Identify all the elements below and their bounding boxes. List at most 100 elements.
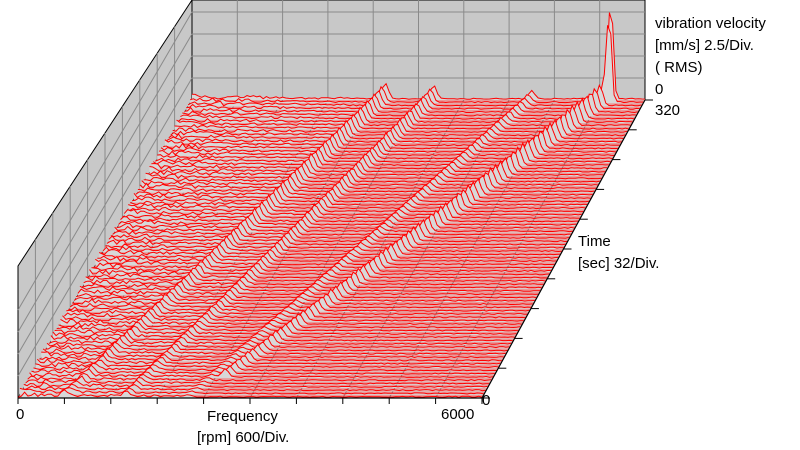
z-axis-label-line3: ( RMS) (655, 59, 703, 76)
spectrum-fill (77, 281, 539, 296)
spectrum-trace (41, 347, 504, 359)
spectrum-fill (23, 380, 488, 389)
spectrum-trace (25, 375, 490, 385)
spectrum-fill (39, 351, 502, 362)
z-axis-label-line1: vibration velocity (655, 15, 766, 32)
chart-frame (17, 99, 653, 404)
spectrum-fill (126, 196, 584, 213)
left-wall-hgrid (17, 55, 193, 355)
spectrum-trace (155, 141, 611, 163)
spectrum-traces (17, 12, 646, 398)
spectrum-trace (52, 326, 515, 339)
spectrum-trace (102, 237, 562, 253)
spectrum-trace (160, 134, 617, 153)
frequency-min-label: 0 (16, 406, 25, 423)
spectrum-trace (29, 367, 494, 378)
spectrum-trace (123, 198, 582, 216)
back-walls (17, 0, 646, 400)
spectrum-trace (147, 156, 604, 176)
spectrum-fill (130, 189, 588, 206)
spectrum-fill (141, 168, 598, 187)
spectrum-fill (128, 193, 586, 210)
spectrum-trace (54, 323, 517, 335)
spectrum-fill (170, 116, 626, 137)
spectrum-trace (157, 138, 613, 160)
spectrum-trace (46, 336, 510, 349)
spectrum-trace (141, 166, 598, 186)
spectrum-trace (33, 361, 497, 372)
spectrum-trace (151, 151, 607, 170)
spectrum-trace (39, 350, 502, 362)
spectrum-trace (79, 279, 541, 292)
spectrum-trace (158, 137, 615, 157)
spectrum-trace (91, 258, 551, 273)
spectrum-trace (93, 255, 553, 269)
spectrum-trace (152, 146, 609, 167)
spectrum-fill (172, 114, 627, 134)
spectrum-trace (164, 125, 620, 147)
spectrum-fill (180, 98, 635, 120)
spectrum-trace (137, 175, 595, 193)
spectrum-fill (135, 178, 593, 197)
spectrum-fill (54, 324, 517, 336)
spectrum-trace (118, 209, 577, 226)
spectrum-trace (116, 213, 575, 229)
spectrum-trace (133, 180, 591, 200)
spectrum-fill (21, 384, 486, 392)
spectrum-trace (71, 293, 533, 306)
spectrum-fill (163, 131, 618, 150)
spectrum-trace (108, 225, 568, 243)
spectrum-trace (23, 379, 488, 388)
spectrum-trace (75, 285, 537, 299)
spectrum-trace (110, 222, 570, 239)
spectrum-trace (48, 334, 512, 345)
spectrum-trace (143, 163, 600, 183)
spectrum-fill (81, 277, 542, 289)
z-axis-zero-label: 0 (655, 81, 664, 98)
spectrum-trace (97, 246, 557, 263)
time-axis-label-line2: [sec] 32/Div. (578, 255, 660, 272)
spectrum-fill (87, 264, 548, 279)
spectrum-trace (129, 188, 588, 206)
frequency-axis-label-line2: [rpm] 600/Div. (197, 429, 290, 446)
spectrum-trace (95, 250, 555, 266)
spectrum-trace (98, 242, 559, 259)
frequency-max-label: 6000 (441, 406, 475, 423)
spectrum-fill (48, 335, 512, 346)
spectrum-trace (56, 319, 519, 332)
spectrum-trace (114, 216, 573, 233)
spectrum-fill (85, 268, 546, 283)
spectrum-trace (36, 354, 501, 365)
spectrum-fill (151, 152, 607, 170)
spectrum-trace (31, 364, 495, 375)
spectrum-trace (69, 296, 531, 309)
spectrum-trace (139, 171, 597, 190)
left-wall-hgrid (17, 77, 193, 377)
spectrum-fill (68, 300, 530, 312)
spectrum-fill (153, 147, 609, 167)
spectrum-fill (116, 214, 575, 230)
spectrum-trace (132, 183, 589, 203)
frequency-axis-label-line1: Frequency (207, 408, 278, 425)
spectrum-trace (35, 358, 499, 369)
spectrum-trace (112, 218, 571, 236)
left-wall-hgrid (17, 33, 193, 333)
spectrum-fill (52, 327, 515, 339)
time-axis-label-line1: Time (578, 233, 611, 250)
spectrum-fill (79, 279, 540, 293)
spectrum-fill (43, 344, 506, 355)
spectrum-trace (21, 383, 486, 392)
spectrum-fill (149, 156, 606, 173)
spectrum-trace (162, 130, 618, 150)
spectrum-trace (68, 299, 530, 312)
spectrum-fill (174, 109, 629, 130)
spectrum-trace (191, 12, 646, 100)
spectrum-fill (120, 206, 578, 223)
spectrum-trace (89, 260, 550, 276)
spectrum-trace (145, 159, 602, 180)
spectrum-fill (93, 256, 553, 269)
spectrum-trace (42, 343, 506, 355)
spectrum-trace (189, 25, 644, 104)
spectrum-fill (164, 126, 620, 147)
